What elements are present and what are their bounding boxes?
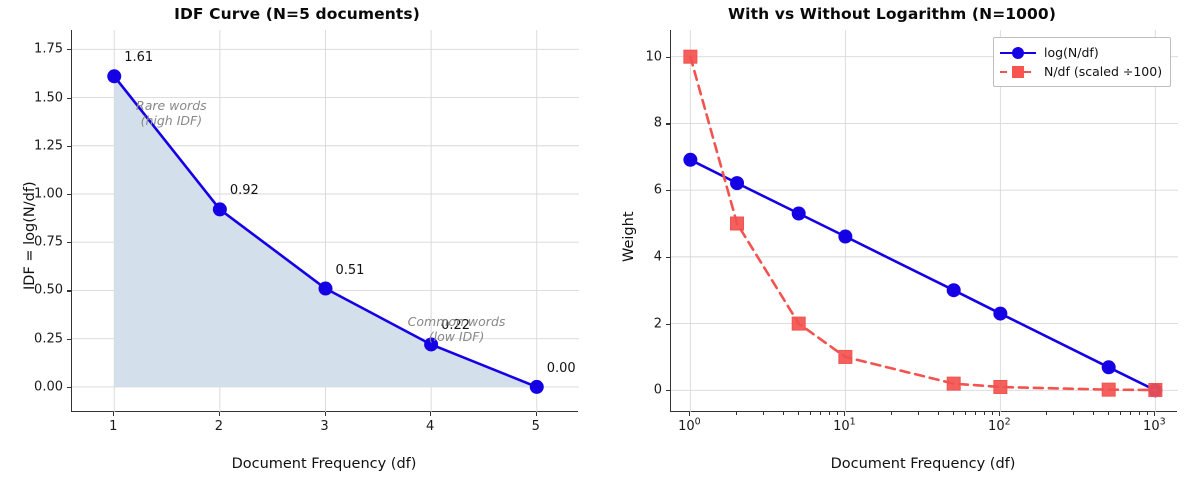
x-minor-tick-mark xyxy=(992,412,994,415)
x-tick-label: 5 xyxy=(531,419,540,434)
y-axis-label-right: Weight xyxy=(621,211,637,262)
x-minor-tick-mark xyxy=(797,412,799,415)
x-tick-mark xyxy=(844,412,846,416)
y-tick-mark xyxy=(67,49,71,51)
y-tick-label: 1.50 xyxy=(34,90,63,106)
y-tick-mark xyxy=(666,390,670,392)
y-tick-label: 2 xyxy=(653,316,662,332)
x-tick-mark xyxy=(430,412,432,416)
x-axis-label-right: Document Frequency (df) xyxy=(830,456,1016,472)
plot-svg-right xyxy=(671,30,1178,412)
y-tick-mark xyxy=(67,145,71,147)
legend-item-ndf[interactable]: N/df (scaled ÷100) xyxy=(1000,62,1162,81)
x-minor-tick-mark xyxy=(952,412,954,415)
x-tick-mark xyxy=(1154,412,1156,416)
circle-marker-icon xyxy=(1012,46,1024,59)
x-minor-tick-mark xyxy=(782,412,784,415)
x-tick-mark xyxy=(535,412,537,416)
plot-area-right xyxy=(670,30,1178,412)
x-minor-tick-mark xyxy=(984,412,986,415)
x-minor-tick-mark xyxy=(820,412,822,415)
x-tick-mark xyxy=(113,412,115,416)
y-tick-label: 0.00 xyxy=(34,379,63,395)
x-tick-label: 103 xyxy=(1143,416,1166,434)
y-tick-mark xyxy=(666,123,670,125)
x-minor-tick-mark xyxy=(1119,412,1122,415)
point-value-label: 1.61 xyxy=(124,50,154,66)
x-tick-label: 2 xyxy=(214,419,224,434)
legend-label-ndf: N/df (scaled ÷100) xyxy=(1044,64,1163,79)
x-tick-label: 4 xyxy=(425,419,435,434)
x-minor-tick-mark xyxy=(1073,412,1075,415)
y-tick-mark xyxy=(666,323,670,325)
x-minor-tick-mark xyxy=(1092,412,1094,415)
x-minor-tick-mark xyxy=(1046,412,1048,415)
y-tick-label: 0 xyxy=(653,382,662,398)
legend-label-log: log(N/df) xyxy=(1044,45,1099,60)
y-tick-mark xyxy=(67,193,71,196)
x-tick-label: 102 xyxy=(988,416,1011,434)
chart-panel-log-vs-nolog: With vs Without Logarithm (N=1000) 100 10… xyxy=(595,0,1189,489)
x-minor-tick-mark xyxy=(1130,412,1132,415)
y-axis-label-left: IDF = log(N/df) xyxy=(22,181,38,290)
y-tick-label: 10 xyxy=(645,49,662,65)
y-tick-mark xyxy=(67,242,71,244)
point-value-label: 0.00 xyxy=(546,360,576,376)
y-tick-label: 0.50 xyxy=(34,282,63,298)
x-tick-label: 100 xyxy=(678,416,701,434)
x-minor-tick-mark xyxy=(809,412,812,415)
x-minor-tick-mark xyxy=(736,412,738,415)
plot-svg-left xyxy=(72,30,579,412)
y-tick-label: 6 xyxy=(653,182,662,198)
chart-annotation: Rare words (high IDF) xyxy=(136,98,207,128)
x-minor-tick-mark xyxy=(1147,412,1149,415)
y-tick-label: 1.25 xyxy=(34,138,63,154)
y-tick-label: 4 xyxy=(653,249,662,265)
legend-key-line-circle xyxy=(1000,46,1036,60)
y-tick-mark xyxy=(666,190,670,192)
x-tick-label: 1 xyxy=(109,419,118,434)
x-tick-label: 101 xyxy=(833,416,856,434)
legend-right[interactable]: log(N/df) N/df (scaled ÷100) xyxy=(993,37,1172,87)
y-tick-mark xyxy=(666,256,670,258)
y-tick-label: 0.25 xyxy=(34,331,63,347)
y-tick-label: 1.00 xyxy=(34,186,63,202)
legend-item-log[interactable]: log(N/df) xyxy=(1000,43,1162,62)
chart-title-right: With vs Without Logarithm (N=1000) xyxy=(727,5,1056,23)
x-minor-tick-mark xyxy=(837,412,839,415)
chart-title-left: IDF Curve (N=5 documents) xyxy=(174,5,420,23)
square-marker-icon xyxy=(1012,65,1024,78)
x-axis-label-left: Document Frequency (df) xyxy=(231,456,417,472)
x-tick-label: 3 xyxy=(320,419,329,434)
point-value-label: 0.51 xyxy=(335,262,365,278)
x-tick-mark xyxy=(218,412,220,416)
point-value-label: 0.92 xyxy=(229,183,259,199)
x-tick-mark xyxy=(689,412,691,416)
y-tick-mark xyxy=(67,386,71,388)
chart-panel-idf-curve: IDF Curve (N=5 documents) 1 2 3 4 5 0.00 0.25 0… xyxy=(0,0,594,489)
x-minor-tick-mark xyxy=(964,412,967,415)
y-tick-label: 1.75 xyxy=(34,41,63,57)
plot-area-left xyxy=(71,30,579,412)
y-tick-mark xyxy=(67,338,71,340)
y-tick-mark xyxy=(67,290,71,292)
y-tick-label: 0.75 xyxy=(34,234,63,250)
y-tick-label: 8 xyxy=(653,115,662,131)
x-minor-tick-mark xyxy=(937,412,939,415)
x-tick-mark xyxy=(999,412,1001,416)
x-minor-tick-mark xyxy=(891,412,893,415)
x-minor-tick-mark xyxy=(1107,412,1109,415)
x-minor-tick-mark xyxy=(975,412,977,415)
x-minor-tick-mark xyxy=(763,412,765,415)
x-tick-mark xyxy=(324,412,326,416)
point-value-label: 0.22 xyxy=(441,318,471,334)
y-tick-mark xyxy=(666,56,670,58)
x-minor-tick-mark xyxy=(829,412,831,415)
y-tick-mark xyxy=(67,97,71,99)
chart-annotation: Common words (low IDF) xyxy=(407,314,506,344)
x-minor-tick-mark xyxy=(1139,412,1141,415)
legend-key-line-square xyxy=(1000,65,1036,79)
x-minor-tick-mark xyxy=(918,412,920,415)
